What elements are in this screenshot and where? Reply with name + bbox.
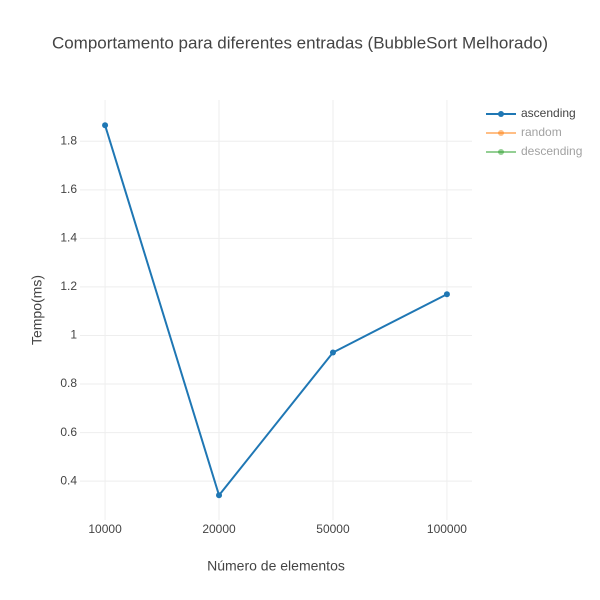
- y-tick-label: 0.8: [60, 376, 77, 390]
- y-tick-label: 1: [70, 328, 77, 342]
- y-tick-label: 0.6: [60, 425, 77, 439]
- y-tick-label: 0.4: [60, 473, 77, 487]
- x-tick-label: 50000: [316, 522, 350, 536]
- legend-label: random: [521, 125, 562, 139]
- legend-marker: [498, 149, 504, 155]
- y-tick-label: 1.2: [60, 279, 77, 293]
- y-tick-label: 1.8: [60, 133, 77, 147]
- legend-label: descending: [521, 144, 582, 158]
- y-axis-label: Tempo(ms): [29, 275, 45, 345]
- data-point: [443, 291, 450, 298]
- y-tick-label: 1.6: [60, 182, 77, 196]
- legend-marker: [498, 130, 504, 136]
- legend-marker: [498, 111, 504, 117]
- x-tick-label: 20000: [202, 522, 236, 536]
- y-tick-label: 1.4: [60, 231, 77, 245]
- legend-label: ascending: [521, 106, 576, 120]
- x-tick-label: 100000: [427, 522, 467, 536]
- x-axis-label: Número de elementos: [207, 558, 345, 574]
- data-point: [329, 349, 336, 356]
- x-tick-label: 10000: [88, 522, 122, 536]
- data-point: [102, 122, 109, 129]
- series-line: [104, 124, 448, 498]
- chart-title: Comportamento para diferentes entradas (…: [52, 33, 548, 52]
- data-point: [216, 492, 223, 499]
